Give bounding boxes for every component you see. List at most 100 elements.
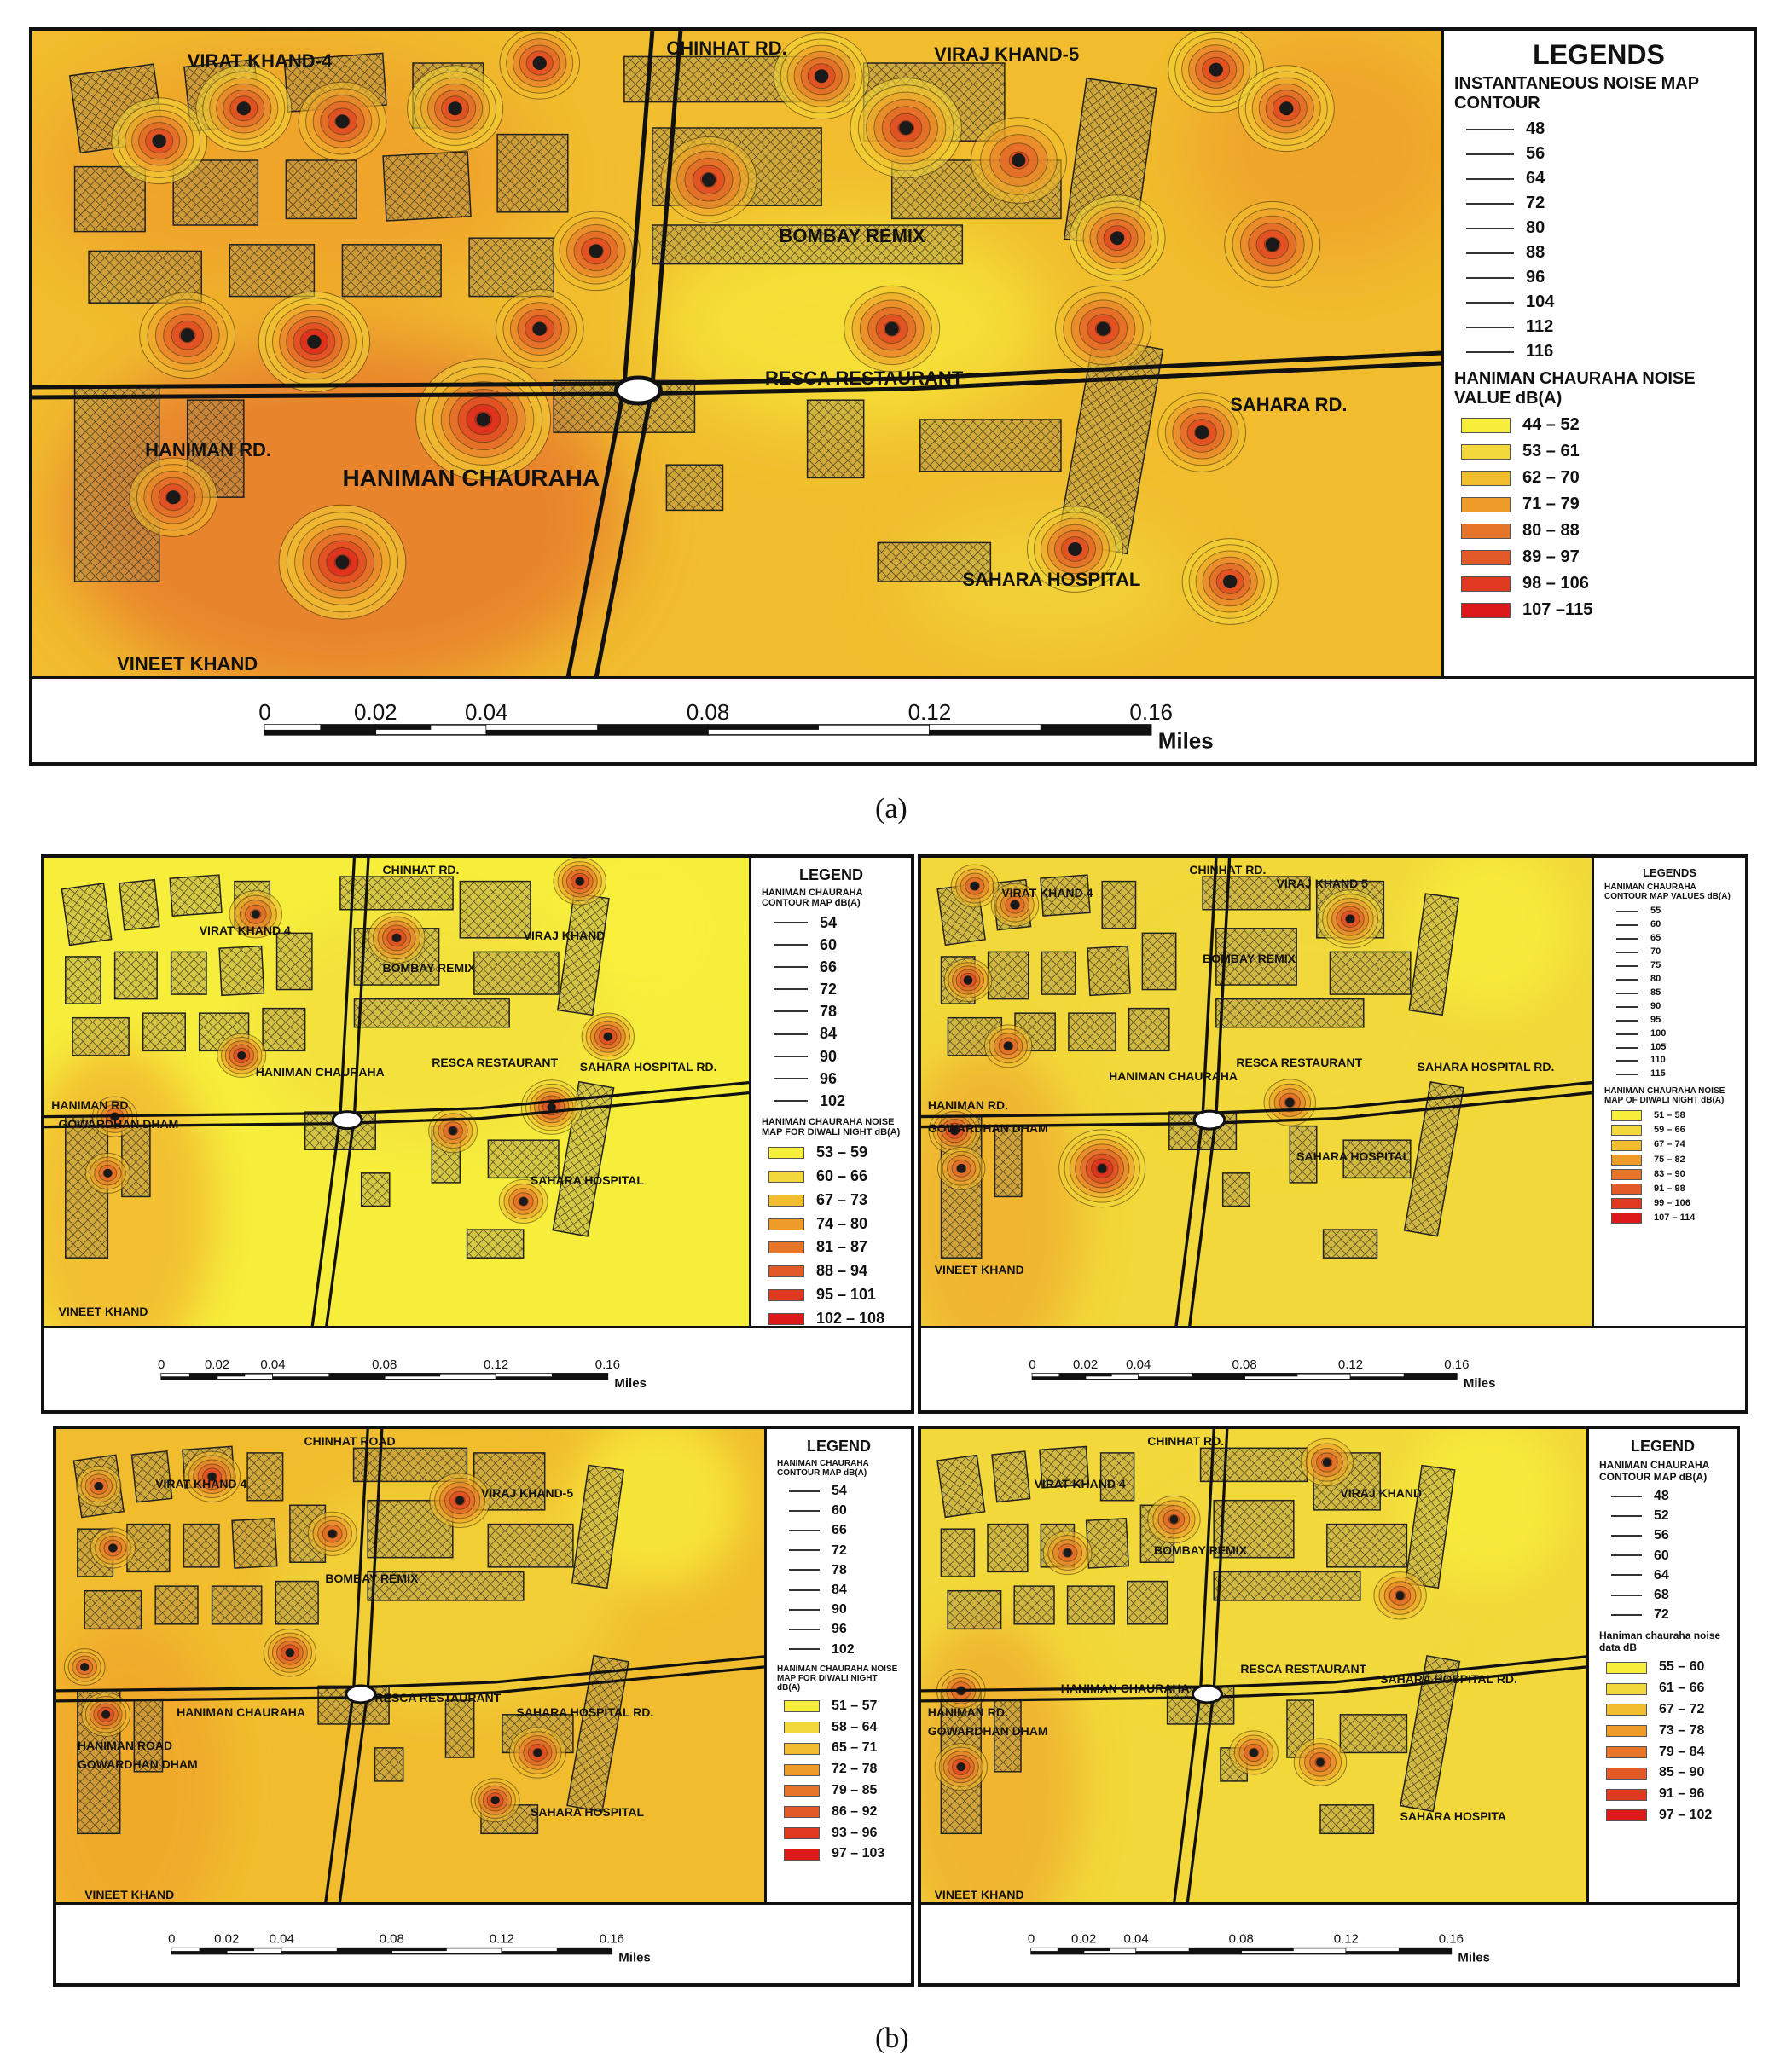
legend-class-entry: 65 – 71 (777, 1738, 901, 1759)
building-block (947, 1589, 1002, 1630)
legend-class-entry: 79 – 85 (777, 1780, 901, 1802)
contour-line-icon (1611, 1554, 1642, 1557)
chauraha-roundabout (345, 1684, 377, 1704)
building-block (473, 951, 560, 995)
building-block (61, 883, 113, 946)
color-swatch-icon (1606, 1809, 1647, 1822)
scale-tick-label: 0.02 (1073, 1357, 1098, 1372)
contour-line-icon (1466, 177, 1514, 180)
noise-hotspot (1238, 65, 1335, 153)
legend-contour-entry: 54 (777, 1481, 901, 1501)
place-label: HANIMAN RD. (145, 438, 272, 460)
legend-class-entry: 81 – 87 (762, 1236, 901, 1259)
legend-contour-entry: 90 (762, 1045, 901, 1068)
scale-subsegment (217, 1373, 246, 1377)
noise-hotspot (278, 504, 407, 620)
place-label: SAHARA HOSPITAL RD. (1380, 1671, 1517, 1686)
noise-hotspot (429, 1473, 490, 1528)
caption-a: (a) (875, 793, 907, 825)
building-block (1329, 951, 1412, 995)
place-label: GOWARDHAN DHAM (58, 1116, 179, 1131)
place-label: HANIMAN ROAD (77, 1738, 173, 1752)
building-block (459, 880, 531, 939)
caption-b: (b) (875, 2023, 909, 2054)
building-block (940, 1528, 976, 1577)
building-block (496, 133, 569, 213)
noise-hotspot (943, 958, 993, 1002)
scale-unit-label: Miles (618, 1951, 651, 1965)
legend-contour-entry: 60 (1599, 1546, 1726, 1566)
color-swatch-icon (1461, 470, 1511, 486)
noise-hotspot (1317, 889, 1383, 949)
noise-hotspot (498, 1178, 548, 1224)
color-swatch-icon (1611, 1197, 1642, 1209)
color-swatch-icon (768, 1289, 804, 1302)
scale-subsegment (171, 1948, 200, 1952)
noise-hotspot (81, 1692, 130, 1737)
map-panel-b4: VIRAT KHAND 4 CHINHAT RD. VIRAJ KHAND BOMBA… (918, 1426, 1740, 1987)
building-block (1127, 1580, 1168, 1625)
scale-subsegment (1241, 1948, 1294, 1952)
place-label: VIRAJ KHAND 5 (1276, 877, 1368, 891)
scale-tick-label: 0.08 (687, 699, 730, 725)
legend-contour-entry: 104 (1454, 290, 1743, 315)
building-block (275, 1580, 319, 1625)
building-block (1087, 945, 1131, 997)
building-block (1085, 1518, 1130, 1569)
contour-line-icon (1616, 1019, 1638, 1022)
contour-line-icon (1616, 964, 1638, 967)
noise-hotspot (415, 358, 552, 481)
building-block (65, 956, 101, 1004)
color-swatch-icon (784, 1700, 820, 1713)
place-label: VINEET KHAND (934, 1262, 1024, 1276)
color-swatch-icon (1461, 602, 1511, 618)
place-label: VIRAT KHAND 4 (199, 923, 291, 938)
legend-class-entry: 73 – 78 (1599, 1721, 1726, 1742)
contour-line-icon (1611, 1594, 1642, 1596)
place-label: VIRAJ KHAND (1340, 1485, 1423, 1500)
scale-subsegment (264, 724, 321, 730)
legend-contour-title: INSTANTANEOUS NOISE MAP CONTOUR (1454, 74, 1699, 113)
building-block (130, 1450, 173, 1503)
legend-class-entry: 95 – 101 (762, 1283, 901, 1307)
scale-tick-label: 0.04 (1126, 1357, 1151, 1372)
building-block (186, 399, 245, 498)
contour-line-icon (774, 1033, 808, 1035)
legend-class-entry: 75 – 82 (1604, 1153, 1735, 1167)
legend-contour-entry: 80 (1604, 973, 1735, 987)
noise-map-b2: VIRAT KHAND 4 CHINHAT RD. VIRAJ KHAND 5 BOM… (921, 858, 1592, 1328)
legend-classes-title: HANIMAN CHAURAHA NOISE MAP OF DIWALI NIG… (1604, 1086, 1725, 1106)
legend-contour-entry: 52 (1599, 1506, 1726, 1525)
building-block (285, 159, 357, 220)
scale-subsegment (161, 1373, 189, 1377)
place-label: SAHARA HOSPITAL RD. (1417, 1060, 1555, 1074)
noise-hotspot (1069, 194, 1166, 282)
scale-subsegment (1083, 1948, 1110, 1952)
noise-hotspot (1157, 392, 1247, 472)
color-swatch-icon (784, 1827, 820, 1839)
legend-contour-entry: 54 (762, 912, 901, 934)
noise-map-b4: VIRAT KHAND 4 CHINHAT RD. VIRAJ KHAND BOMBA… (921, 1429, 1586, 1905)
color-swatch-icon (784, 1722, 820, 1734)
noise-hotspot (1181, 538, 1279, 625)
color-swatch-icon (1611, 1125, 1642, 1137)
building-block (919, 419, 1062, 472)
legend-contour-entry: 90 (1604, 1000, 1735, 1014)
legend-contour-entry: 66 (762, 956, 901, 978)
legend-class-entry: 58 – 64 (777, 1717, 901, 1739)
noise-hotspot (1042, 1531, 1093, 1576)
color-swatch-icon (768, 1265, 804, 1278)
place-label: HANIMAN RD. (927, 1097, 1008, 1112)
legend-a: LEGENDS INSTANTANEOUS NOISE MAP CONTOUR 48… (1441, 31, 1754, 679)
legend-contour-entry: 116 (1454, 339, 1743, 364)
noise-hotspot (229, 890, 283, 939)
place-label: VIRAT KHAND 4 (1001, 886, 1093, 900)
contour-line-icon (1466, 227, 1514, 229)
noise-hotspot (495, 288, 584, 369)
contour-line-icon (789, 1490, 820, 1492)
contour-line-icon (789, 1589, 820, 1591)
scale-subsegment (1085, 1373, 1112, 1377)
place-label: VINEET KHAND (58, 1305, 148, 1319)
contour-line-icon (1616, 951, 1638, 953)
noise-hotspot (1300, 1438, 1354, 1487)
